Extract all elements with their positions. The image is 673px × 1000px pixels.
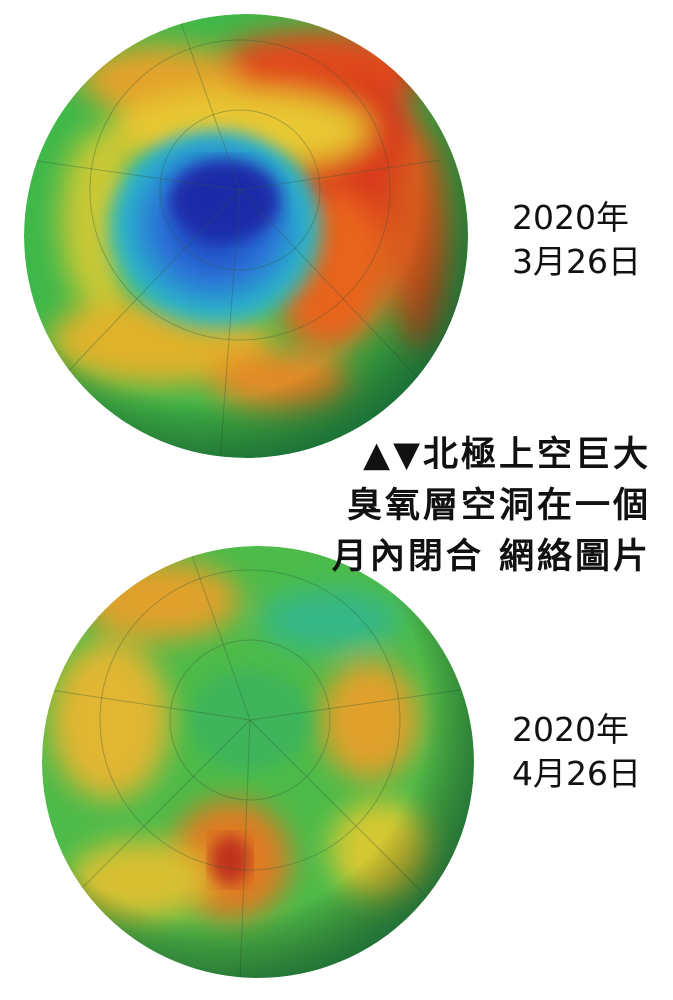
caption-line: 臭氧層空洞在一個: [346, 486, 651, 526]
globe-march: [24, 14, 468, 458]
caption-line: ▲▼北極上空巨大: [363, 435, 651, 475]
date-label: 2020年 4月26日: [512, 708, 641, 796]
globe-april: [42, 546, 474, 978]
caption: ▲▼北極上空巨大 臭氧層空洞在一個 月內閉合 網絡圖片: [332, 430, 651, 583]
date-day: 3月26日: [512, 242, 641, 281]
date-day: 4月26日: [512, 754, 641, 793]
date-year: 2020年: [512, 198, 629, 237]
date-year: 2020年: [512, 710, 629, 749]
caption-line: 月內閉合 網絡圖片: [331, 537, 651, 577]
date-label: 2020年 3月26日: [512, 196, 641, 284]
